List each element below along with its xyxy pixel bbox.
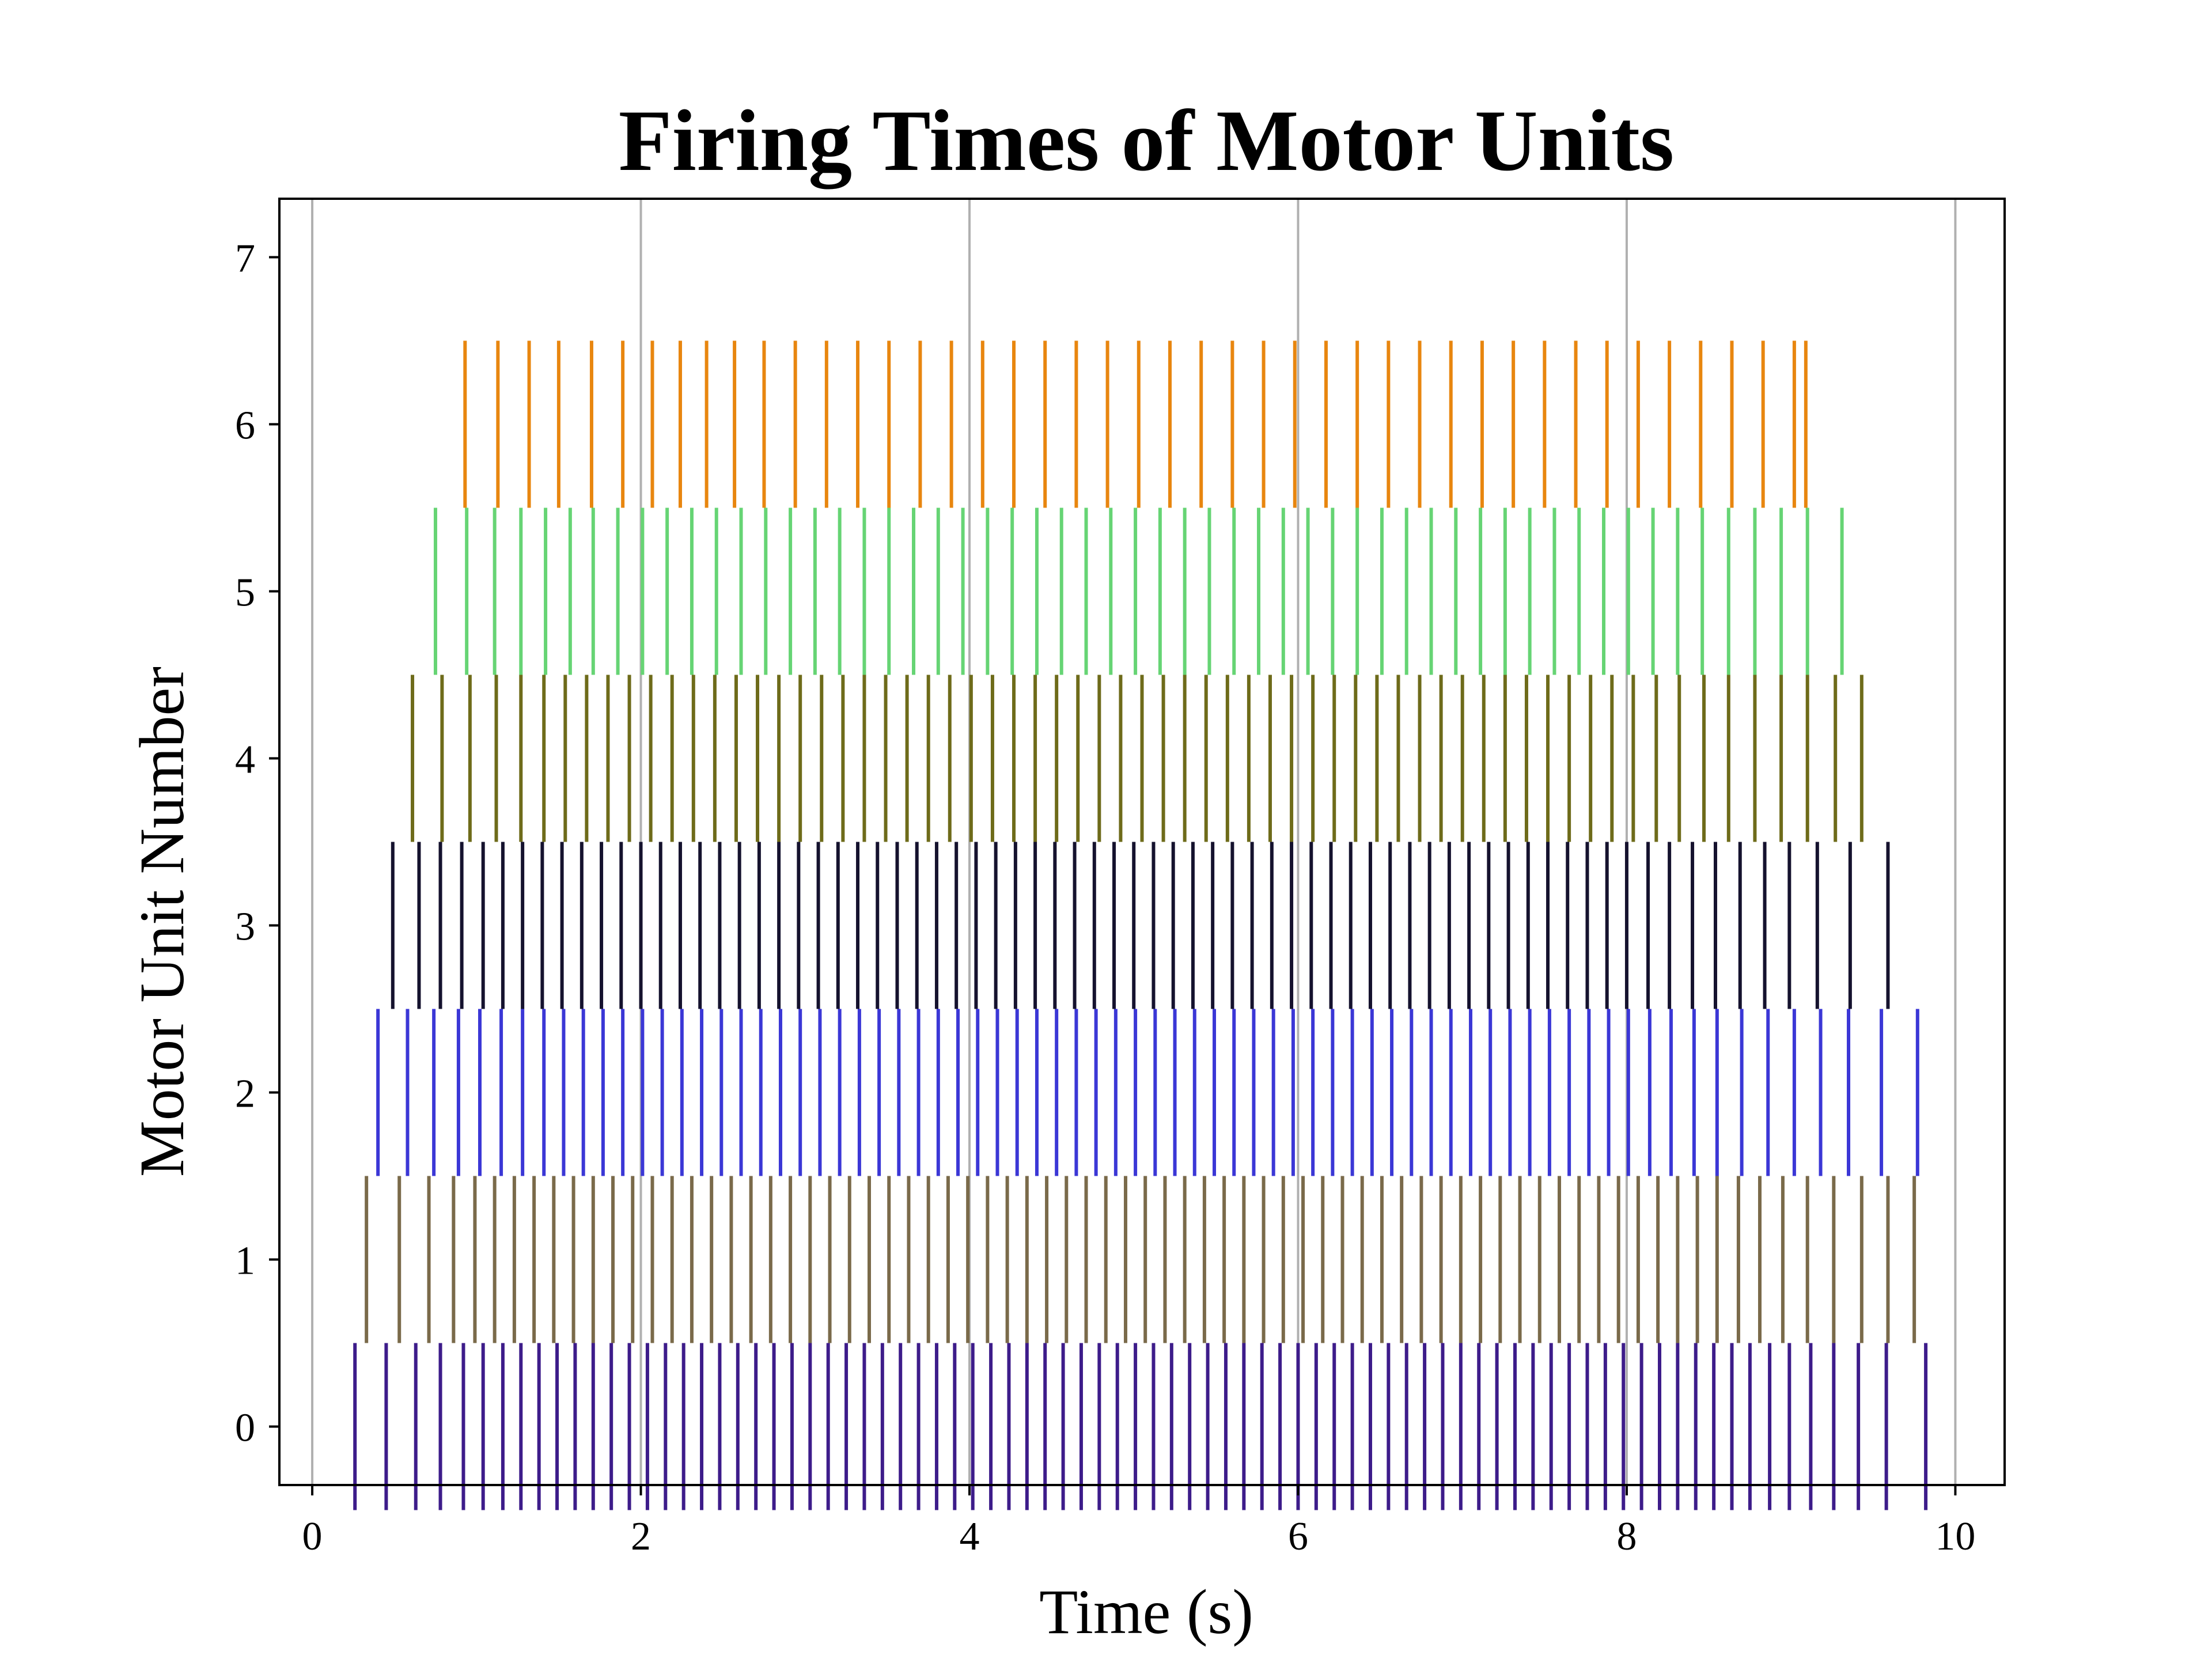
chart-title: Firing Times of Motor Units [619, 92, 1674, 190]
event-series [376, 1009, 1919, 1176]
y-tick-label: 5 [235, 571, 255, 615]
y-tick-label: 2 [235, 1072, 255, 1116]
event-series [433, 507, 1844, 675]
event-series-layer [353, 340, 1928, 1510]
event-series [391, 842, 1890, 1009]
y-tick-label: 4 [235, 738, 255, 782]
y-axis-label: Motor Unit Number [127, 666, 197, 1177]
x-tick-label: 0 [302, 1514, 323, 1559]
event-series [353, 1343, 1928, 1510]
y-tick-label: 0 [235, 1406, 255, 1450]
y-tick-label: 3 [235, 905, 255, 949]
axes-layer: 0 2 4 6 8 10 0 1 2 3 4 5 6 7 [235, 198, 2006, 1559]
y-tick-label: 1 [235, 1239, 255, 1283]
y-tick-label: 6 [235, 404, 255, 448]
x-tick-label: 2 [631, 1514, 651, 1559]
plot-frame [278, 198, 2006, 1486]
y-tick-label: 7 [235, 237, 255, 281]
event-series [463, 340, 1808, 508]
x-tick-label: 8 [1616, 1514, 1637, 1559]
x-tick-label: 4 [960, 1514, 980, 1559]
event-series [411, 675, 1863, 842]
event-series [365, 1176, 1916, 1343]
x-axis-label: Time (s) [1039, 1577, 1253, 1647]
x-tick-label: 6 [1288, 1514, 1308, 1559]
x-tick-label: 10 [1935, 1514, 1975, 1559]
